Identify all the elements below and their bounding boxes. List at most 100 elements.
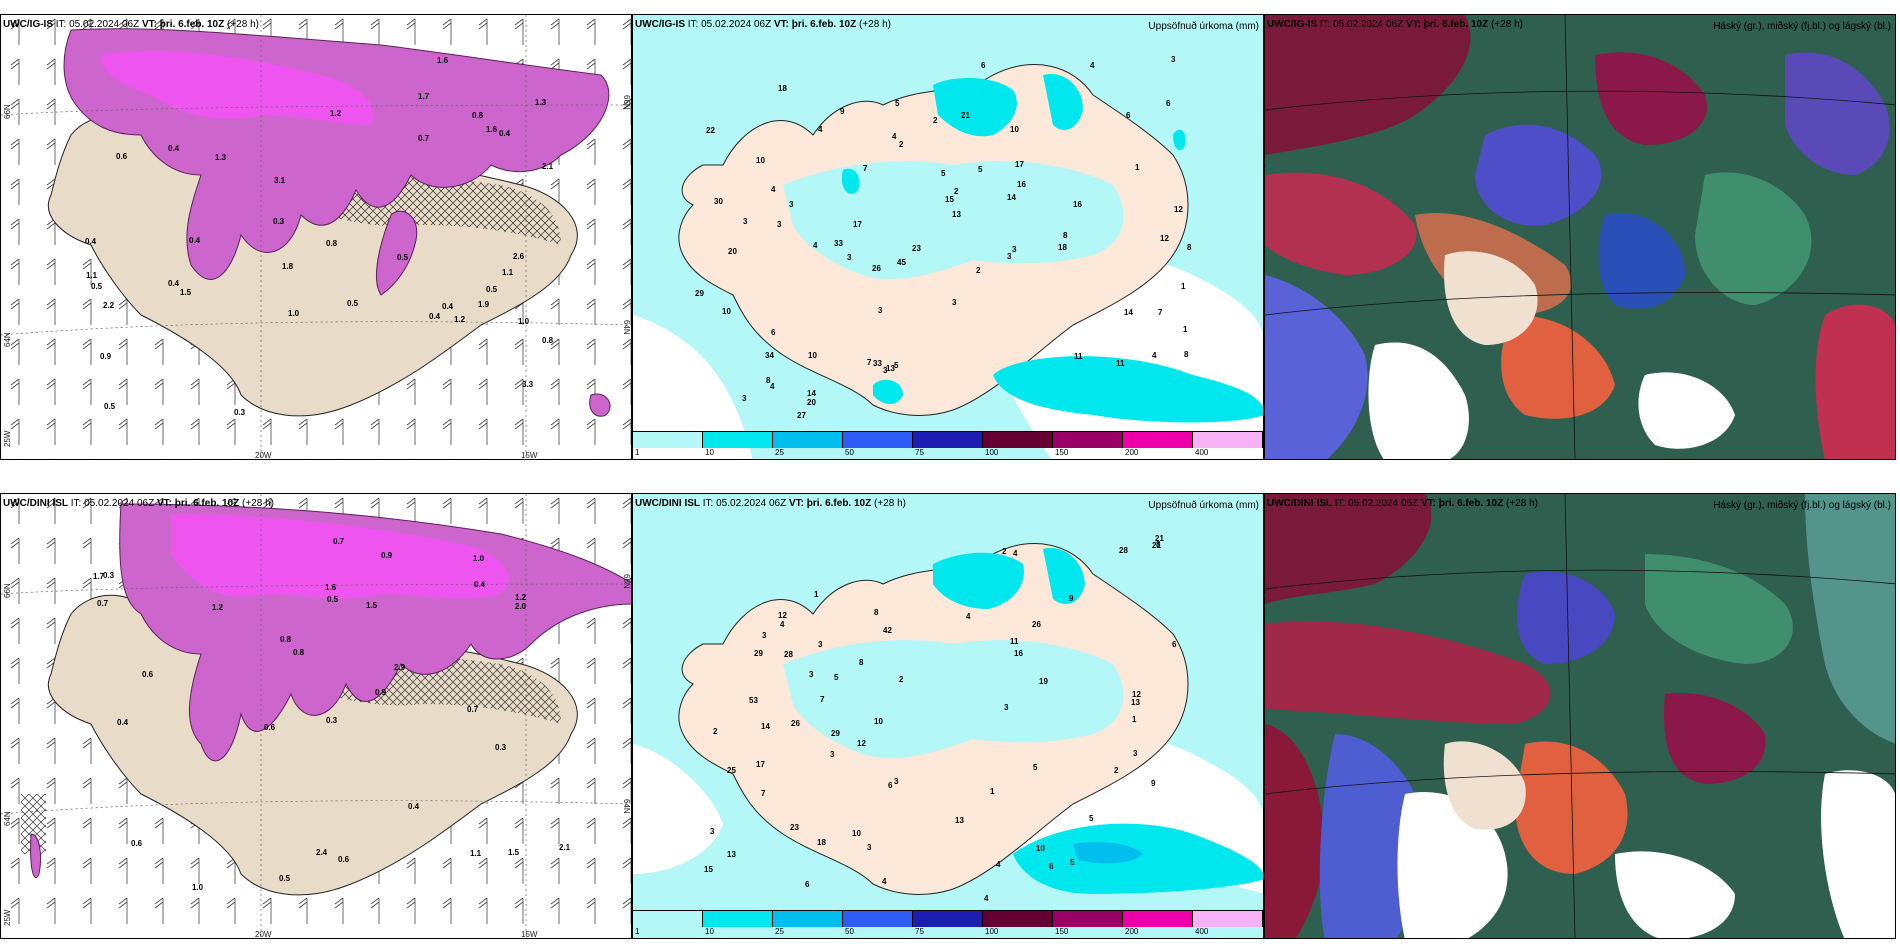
map-value-label: 0.3 xyxy=(326,716,338,725)
map-value-label: 4 xyxy=(1090,61,1095,70)
map-panel-top-middle: UWC/IG-IS IT: 05.02.2024 06Z VT: þri. 6.… xyxy=(632,14,1264,460)
model-name: UWC/DINI ISL xyxy=(635,498,700,509)
map-value-label: 1.5 xyxy=(366,601,378,610)
map-value-label: 14 xyxy=(761,722,770,731)
map-value-label: 0.7 xyxy=(333,537,345,546)
colorbar-swatch xyxy=(633,911,703,927)
lead-time: (+28 h) xyxy=(227,19,259,30)
map-value-label: 0.7 xyxy=(97,599,109,608)
colorbar-label: 75 xyxy=(915,927,924,936)
map-value-label: 1.1 xyxy=(86,271,98,280)
map-value-label: 1.0 xyxy=(192,883,204,892)
colorbar-label: 75 xyxy=(915,448,924,457)
map-value-label: 23 xyxy=(912,244,921,253)
colorbar-label: 400 xyxy=(1195,927,1209,936)
map-value-label: 4 xyxy=(818,125,823,134)
map-value-label: 1.6 xyxy=(486,125,498,134)
map-value-label: 6 xyxy=(1049,862,1054,871)
cloud-map-bottom-right xyxy=(1265,494,1895,938)
colorbar-swatch xyxy=(983,911,1053,927)
lead-time: (+28 h) xyxy=(242,498,274,509)
map-value-label: 5 xyxy=(941,169,946,178)
lat-label-64n-right: 64N xyxy=(622,320,631,335)
lead-time: (+28 h) xyxy=(1506,498,1538,509)
colorbar-swatch xyxy=(1123,432,1193,448)
map-value-label: 2.0 xyxy=(515,602,527,611)
field-title: Háský (gr.), miðský (fj.bl.) og lágský (… xyxy=(1713,500,1891,511)
map-value-label: 6 xyxy=(805,880,810,889)
init-time: IT: 05.02.2024 06Z xyxy=(55,19,140,30)
map-value-label: 29 xyxy=(695,289,704,298)
map-value-label: 1.1 xyxy=(502,268,514,277)
lon-label-25w: 25W xyxy=(3,430,12,447)
map-value-label: 3 xyxy=(1171,55,1176,64)
map-value-label: 17 xyxy=(756,760,765,769)
map-value-label: 4 xyxy=(996,860,1001,869)
map-value-label: 13 xyxy=(955,816,964,825)
map-value-label: 14 xyxy=(1007,193,1016,202)
map-value-label: 3 xyxy=(847,253,852,262)
map-value-label: 6 xyxy=(771,328,776,337)
lead-time: (+28 h) xyxy=(874,498,906,509)
map-value-label: 4 xyxy=(1013,549,1018,558)
map-value-label: 2 xyxy=(954,187,959,196)
map-value-label: 7 xyxy=(820,695,825,704)
colorbar-label: 200 xyxy=(1125,927,1139,936)
colorbar-label: 1 xyxy=(635,927,640,936)
map-value-label: 1 xyxy=(1135,163,1140,172)
colorbar-swatch xyxy=(773,911,843,927)
colorbar-label: 100 xyxy=(985,448,999,457)
map-value-label: 42 xyxy=(883,626,892,635)
map-value-label: 11 xyxy=(1010,637,1019,646)
map-value-label: 4 xyxy=(892,132,897,141)
panel-title: UWC/IG-IS IT: 05.02.2024 06Z VT: þri. 6.… xyxy=(3,19,259,30)
map-value-label: 1.2 xyxy=(330,109,342,118)
map-value-label: 3 xyxy=(1012,245,1017,254)
map-value-label: 0.3 xyxy=(273,217,285,226)
colorbar-labels: 1 10 25 50 75 100 150 200 400 xyxy=(633,927,1263,938)
colorbar-swatch xyxy=(1053,911,1123,927)
map-value-label: 4 xyxy=(1152,351,1157,360)
map-value-label: 0.8 xyxy=(280,635,292,644)
map-value-label: 21 xyxy=(961,111,970,120)
map-value-label: 12 xyxy=(1160,234,1169,243)
map-value-label: 1.2 xyxy=(515,593,527,602)
map-value-label: 28 xyxy=(1119,546,1128,555)
model-name: UWC/DINI ISL xyxy=(3,498,68,509)
map-value-label: 2.1 xyxy=(559,843,571,852)
map-value-label: 4 xyxy=(780,620,785,629)
lon-label-15w: 15W xyxy=(521,930,538,939)
map-value-label: 3 xyxy=(830,750,835,759)
map-value-label: 16 xyxy=(1073,200,1082,209)
map-value-label: 45 xyxy=(897,258,906,267)
lon-label-20w: 20W xyxy=(255,930,272,939)
map-value-label: 5 xyxy=(1070,858,1075,867)
colorbar-swatch xyxy=(703,911,773,927)
map-panel-top-right: UWC/IG-IS IT: 05.02.2024 06Z VT: þri. 6.… xyxy=(1264,14,1896,460)
map-panel-bottom-middle: UWC/DINI ISL IT: 05.02.2024 06Z VT: þri.… xyxy=(632,493,1264,939)
map-value-label: 16 xyxy=(1014,649,1023,658)
map-value-label: 0.6 xyxy=(131,839,143,848)
valid-time: VT: þri. 6.feb. 10Z xyxy=(156,498,240,509)
map-value-label: 2 xyxy=(1002,547,1007,556)
map-value-label: 1.3 xyxy=(215,153,227,162)
map-value-label: 1.1 xyxy=(470,849,482,858)
map-value-label: 3 xyxy=(883,366,888,375)
map-value-label: 3 xyxy=(777,220,782,229)
map-value-label: 4 xyxy=(984,894,989,903)
colorbar-label: 25 xyxy=(775,448,784,457)
map-value-label: 4 xyxy=(771,185,776,194)
map-value-label: 18 xyxy=(817,838,826,847)
map-value-label: 3 xyxy=(867,843,872,852)
map-value-label: 2.1 xyxy=(542,162,554,171)
map-value-label: 34 xyxy=(765,351,774,360)
map-panel-bottom-right: UWC/DINI ISL IT: 05.02.2024 06Z VT: þri.… xyxy=(1264,493,1896,939)
map-value-label: 0.4 xyxy=(189,236,201,245)
colorbar-swatch xyxy=(913,911,983,927)
map-value-label: 1 xyxy=(1183,325,1188,334)
map-value-label: 10 xyxy=(722,307,731,316)
map-value-label: 1.9 xyxy=(478,300,490,309)
map-value-label: 19 xyxy=(1039,677,1048,686)
map-value-label: 0.4 xyxy=(117,718,129,727)
map-value-label: 0.9 xyxy=(100,352,112,361)
